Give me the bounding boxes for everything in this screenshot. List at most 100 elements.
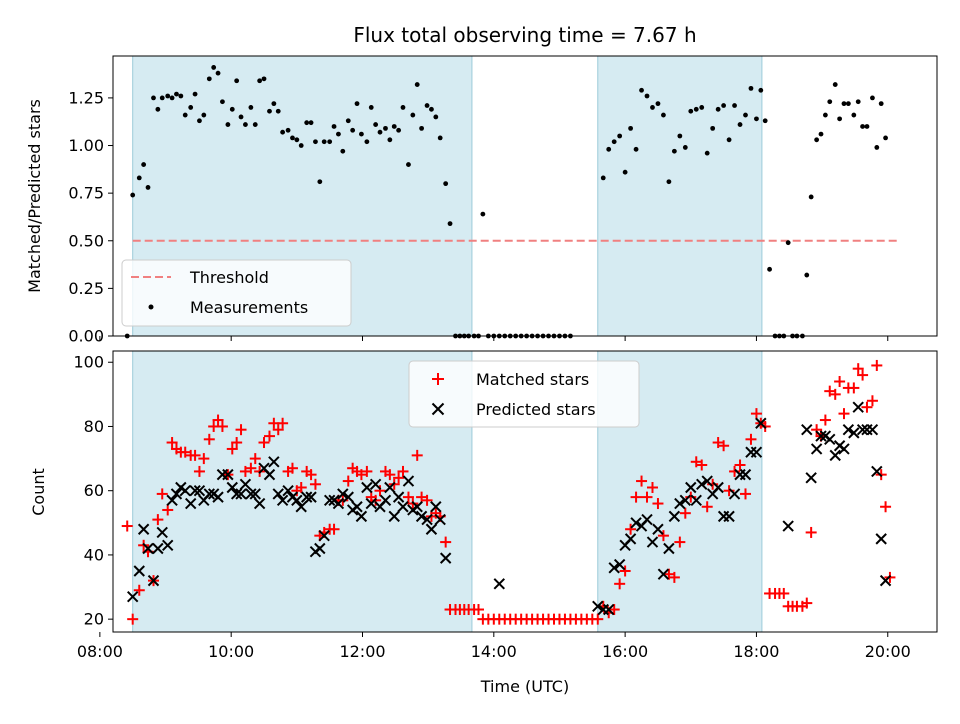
predicted-star-point (810, 443, 823, 455)
matched-star-point (127, 613, 139, 625)
predicted-star-point (305, 491, 317, 503)
measurement-point (321, 139, 327, 145)
measurement-point (155, 106, 161, 112)
measurement-point (628, 125, 633, 131)
measurements-legend-marker (148, 304, 154, 310)
measurement-point (182, 112, 188, 118)
bottom-x-axis-ticks: 08:00 10:00 12:00 14:00 16:00 18:00 20:00 (77, 632, 911, 661)
measurement-point (671, 148, 677, 154)
measurement-point (860, 124, 865, 129)
predicted-star-point (415, 510, 428, 523)
predicted-star-point (245, 488, 257, 500)
predicted-star-point (249, 488, 261, 500)
measurement-point (350, 127, 356, 133)
predicted-star-point (162, 539, 174, 551)
predicted-star-point (361, 481, 373, 494)
top-axes-frame (112, 55, 938, 337)
measurement-point (666, 179, 672, 185)
measurement-point (837, 116, 843, 122)
y-tick-label: 60 (84, 481, 104, 500)
measurement-point (225, 122, 231, 127)
measurement-point (600, 175, 606, 181)
predicted-star-point (212, 491, 224, 503)
x-tick-label: 12:00 (339, 642, 385, 661)
measurement-point (433, 114, 439, 120)
measurement-point (308, 120, 314, 126)
matched-star-point (679, 507, 691, 519)
matched-star-point (258, 437, 270, 449)
measurement-point (294, 137, 300, 143)
measurement-point (238, 114, 244, 120)
measurement-point (682, 145, 688, 150)
predicted-star-point (712, 481, 724, 494)
predicted-star-point (871, 465, 883, 478)
predicted-star-point (856, 423, 869, 436)
predicted-star-point (613, 558, 626, 571)
matched-star-point (819, 414, 831, 426)
y-tick-label: 0.25 (68, 279, 104, 298)
predicted-star-point (384, 481, 396, 494)
predicted-star-point (603, 603, 615, 616)
matched-star-point (309, 478, 321, 490)
measurement-point (688, 108, 694, 114)
x-tick-label: 20:00 (865, 642, 911, 661)
measurement-point (878, 101, 884, 107)
matched-star-point (630, 491, 642, 503)
top-panel: 0.00 0.25 0.50 0.75 1.00 1.25 Flux total obse… (25, 23, 938, 346)
measurement-point (215, 70, 221, 76)
predicted-star-point (388, 510, 400, 523)
matched-star-point (852, 363, 864, 375)
predicted-star-point (253, 497, 266, 510)
measurement-point (762, 118, 768, 124)
predicted-star-point (685, 481, 697, 494)
matched-star-point (166, 437, 178, 449)
predicted-star-point (630, 517, 642, 529)
predicted-star-point (369, 478, 382, 490)
top-legend: Threshold Measurements (121, 259, 352, 327)
predicted-star-point (782, 520, 794, 532)
predicted-star-point (166, 494, 178, 507)
matched-star-point (216, 420, 228, 432)
predicted-star-point (392, 491, 405, 503)
predicted-star-point (866, 423, 879, 436)
measurements-legend-label: Measurements (190, 298, 308, 317)
predicted-star-point (739, 468, 752, 481)
matched-star-point (402, 491, 414, 503)
measurement-point (443, 181, 449, 187)
matched-star-point (838, 408, 850, 420)
measurement-point (437, 135, 443, 141)
measurement-point (377, 129, 383, 135)
measurement-point (677, 133, 683, 139)
measurement-point (480, 211, 486, 217)
bottom-y-axis-ticks: 20 40 60 80 100 (73, 353, 113, 629)
measurement-point (169, 95, 175, 101)
measurement-point (633, 146, 639, 152)
matched-star-point (342, 475, 354, 487)
predicted-star-point (879, 574, 892, 587)
matched-star-point (674, 536, 686, 548)
predicted-star-point (397, 501, 409, 513)
predicted-star-point (430, 501, 442, 513)
measurement-point (748, 85, 754, 91)
matched-star-point (286, 462, 298, 474)
measurement-point (336, 131, 341, 137)
measurement-point (178, 93, 184, 99)
predicted-star-point (379, 494, 392, 507)
measurement-point (373, 122, 379, 127)
x-tick-label: 10:00 (208, 642, 254, 661)
predicted-star-point (133, 565, 145, 577)
predicted-star-point (272, 488, 284, 500)
predicted-star-point (332, 497, 345, 510)
matched-star-point (805, 526, 817, 538)
matched-star-point (121, 520, 133, 532)
matched-star-point (277, 417, 289, 429)
measurement-point (174, 91, 179, 97)
predicted-star-point (137, 523, 150, 535)
measurement-point (822, 112, 828, 118)
measurement-point (354, 101, 360, 107)
predicted-star-point (230, 488, 243, 500)
matched-star-point (212, 414, 224, 426)
measurement-point (832, 82, 838, 87)
predicted-star-point (268, 456, 280, 468)
predicted-star-point (852, 401, 864, 413)
